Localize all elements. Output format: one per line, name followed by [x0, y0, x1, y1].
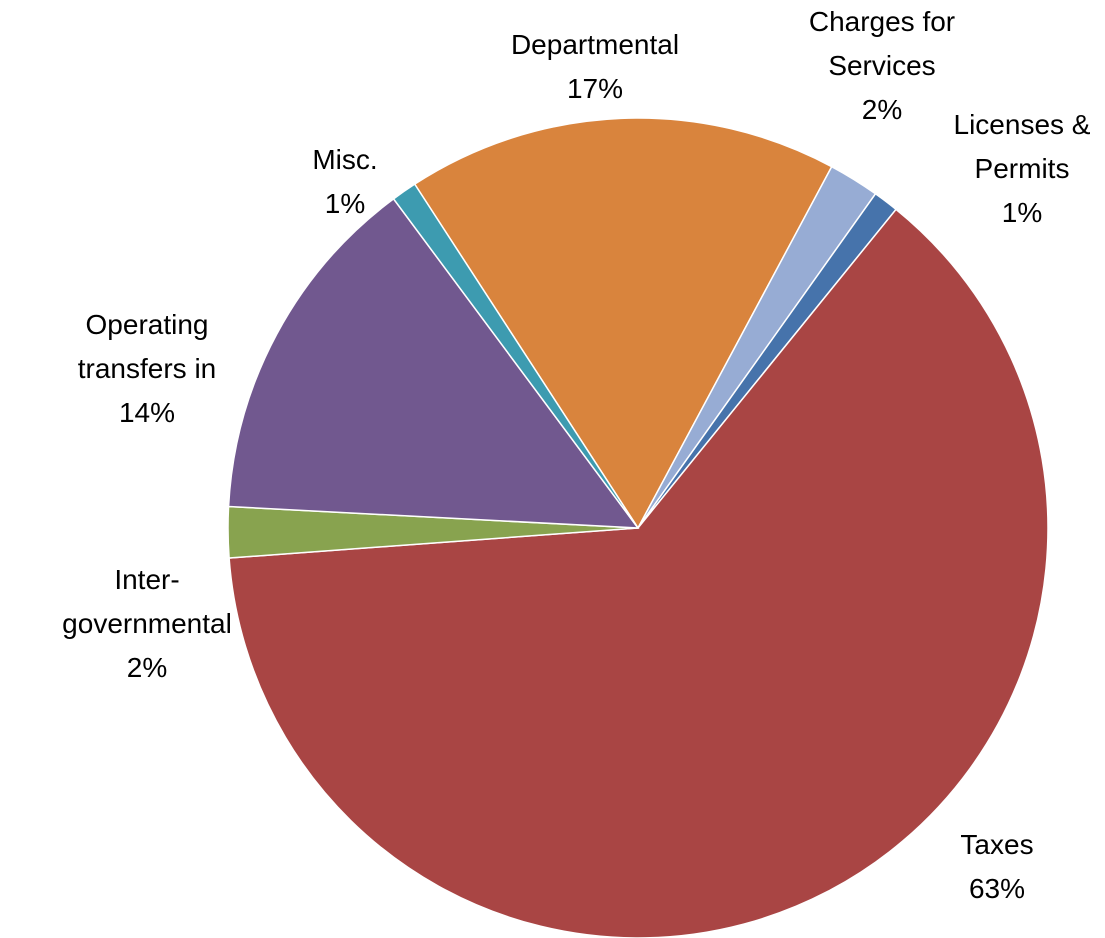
- value-label: 1%: [1001, 197, 1043, 228]
- pie-slice: [228, 208, 1049, 938]
- slice-label: Licenses & Permits 1%: [937, 103, 1105, 235]
- slice-label: Inter-governmental 2%: [42, 558, 252, 690]
- value-label: 14%: [118, 397, 176, 428]
- category-label: Departmental: [510, 29, 680, 60]
- category-label: Licenses & Permits: [953, 109, 1091, 184]
- slice-label: Misc. 1%: [285, 138, 405, 226]
- category-label: Operating transfers in: [77, 309, 217, 384]
- pie-slice: [413, 117, 833, 530]
- category-label: Charges for Services: [808, 6, 956, 81]
- category-label: Taxes: [960, 829, 1034, 860]
- slice-label: Operating transfers in 14%: [57, 303, 237, 435]
- slice-label: Taxes 63%: [922, 823, 1072, 911]
- pie-slice: [392, 183, 639, 529]
- slice-label: Departmental 17%: [465, 23, 725, 111]
- value-label: 1%: [324, 188, 366, 219]
- value-label: 17%: [566, 73, 624, 104]
- value-label: 2%: [861, 94, 903, 125]
- slice-label: Charges for Services 2%: [792, 0, 972, 132]
- category-label: Inter-governmental: [62, 564, 232, 639]
- pie-slice: [227, 197, 640, 529]
- category-label: Misc.: [312, 144, 378, 175]
- value-label: 2%: [126, 652, 168, 683]
- value-label: 63%: [968, 873, 1026, 904]
